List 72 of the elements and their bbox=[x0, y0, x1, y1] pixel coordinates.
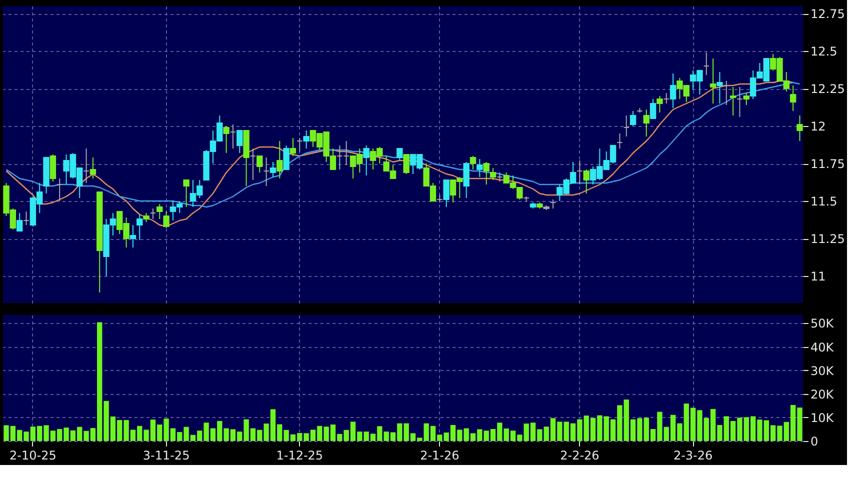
candlestick bbox=[790, 85, 796, 112]
candlestick bbox=[23, 211, 30, 226]
candlestick bbox=[670, 73, 676, 108]
x-tick-label: 2-1-26 bbox=[420, 448, 460, 462]
candlestick bbox=[263, 157, 270, 186]
candlestick bbox=[303, 130, 310, 149]
candlestick bbox=[723, 80, 730, 106]
candlestick bbox=[470, 156, 476, 170]
candlestick bbox=[710, 58, 716, 104]
candlestick bbox=[583, 169, 590, 194]
candlestick bbox=[490, 168, 496, 180]
candlestick bbox=[443, 180, 450, 208]
candlestick bbox=[90, 157, 96, 179]
candlestick bbox=[663, 92, 670, 104]
candlestick bbox=[643, 109, 650, 137]
candlestick bbox=[623, 115, 630, 137]
y-tick-label: 10K bbox=[810, 410, 835, 425]
y-tick-label: 11.25 bbox=[810, 232, 845, 246]
y-tick-label: 40K bbox=[810, 340, 835, 354]
candlestick bbox=[276, 140, 283, 179]
x-tick-label: 1-12-25 bbox=[276, 448, 324, 462]
y-tick-label: 30K bbox=[810, 364, 835, 378]
x-tick-label: 2-3-26 bbox=[673, 448, 713, 462]
candlestick bbox=[256, 156, 263, 173]
x-tick-label: 2-10-25 bbox=[10, 448, 56, 462]
candlestick bbox=[183, 180, 190, 208]
candlestick bbox=[736, 86, 743, 118]
candlestick bbox=[230, 124, 236, 149]
candlestick bbox=[716, 72, 723, 104]
candlestick bbox=[650, 98, 656, 119]
candlestick bbox=[656, 96, 663, 113]
candlestick bbox=[703, 52, 710, 76]
y-tick-label: 11.5 bbox=[810, 194, 838, 208]
candlestick bbox=[156, 204, 163, 220]
candlestick bbox=[296, 138, 303, 152]
y-tick-label: 12 bbox=[810, 120, 826, 134]
candlestick bbox=[283, 145, 290, 170]
candlestick bbox=[483, 162, 490, 185]
candlestick bbox=[730, 86, 736, 116]
candlestick bbox=[83, 148, 90, 184]
x-tick-label: 2-2-26 bbox=[560, 448, 600, 462]
candlestick bbox=[250, 148, 256, 180]
x-tick-label: 3-11-25 bbox=[142, 448, 190, 462]
candlestick bbox=[290, 138, 296, 156]
candlestick bbox=[130, 224, 136, 248]
y-tick-label: 0 bbox=[810, 434, 818, 448]
candlestick bbox=[163, 211, 170, 228]
candlestick bbox=[396, 148, 403, 161]
candlestick bbox=[463, 162, 470, 198]
candlestick bbox=[56, 178, 63, 202]
candlestick bbox=[796, 115, 803, 142]
candlestick bbox=[743, 92, 750, 106]
candlestick bbox=[630, 110, 636, 126]
y-tick-label: 11 bbox=[810, 270, 826, 284]
y-tick-label: 12.5 bbox=[810, 44, 838, 58]
candlestick bbox=[576, 160, 583, 185]
candlestick bbox=[236, 130, 243, 154]
candlestick bbox=[150, 208, 156, 220]
candlestick bbox=[223, 126, 230, 154]
y-tick-label: 12.75 bbox=[810, 7, 845, 21]
y-tick-label: 11.75 bbox=[810, 157, 845, 171]
candlestick bbox=[50, 154, 56, 182]
candlestick bbox=[403, 154, 410, 174]
candlestick bbox=[270, 162, 276, 178]
candlestick bbox=[136, 214, 143, 240]
candlestick bbox=[616, 133, 623, 149]
candlestick bbox=[476, 158, 483, 178]
candlestick bbox=[363, 145, 370, 176]
y-tick-label: 20K bbox=[810, 387, 835, 402]
y-tick-label: 50K bbox=[810, 316, 835, 331]
y-tick-label: 12.25 bbox=[810, 82, 845, 96]
candlestick bbox=[16, 212, 23, 232]
